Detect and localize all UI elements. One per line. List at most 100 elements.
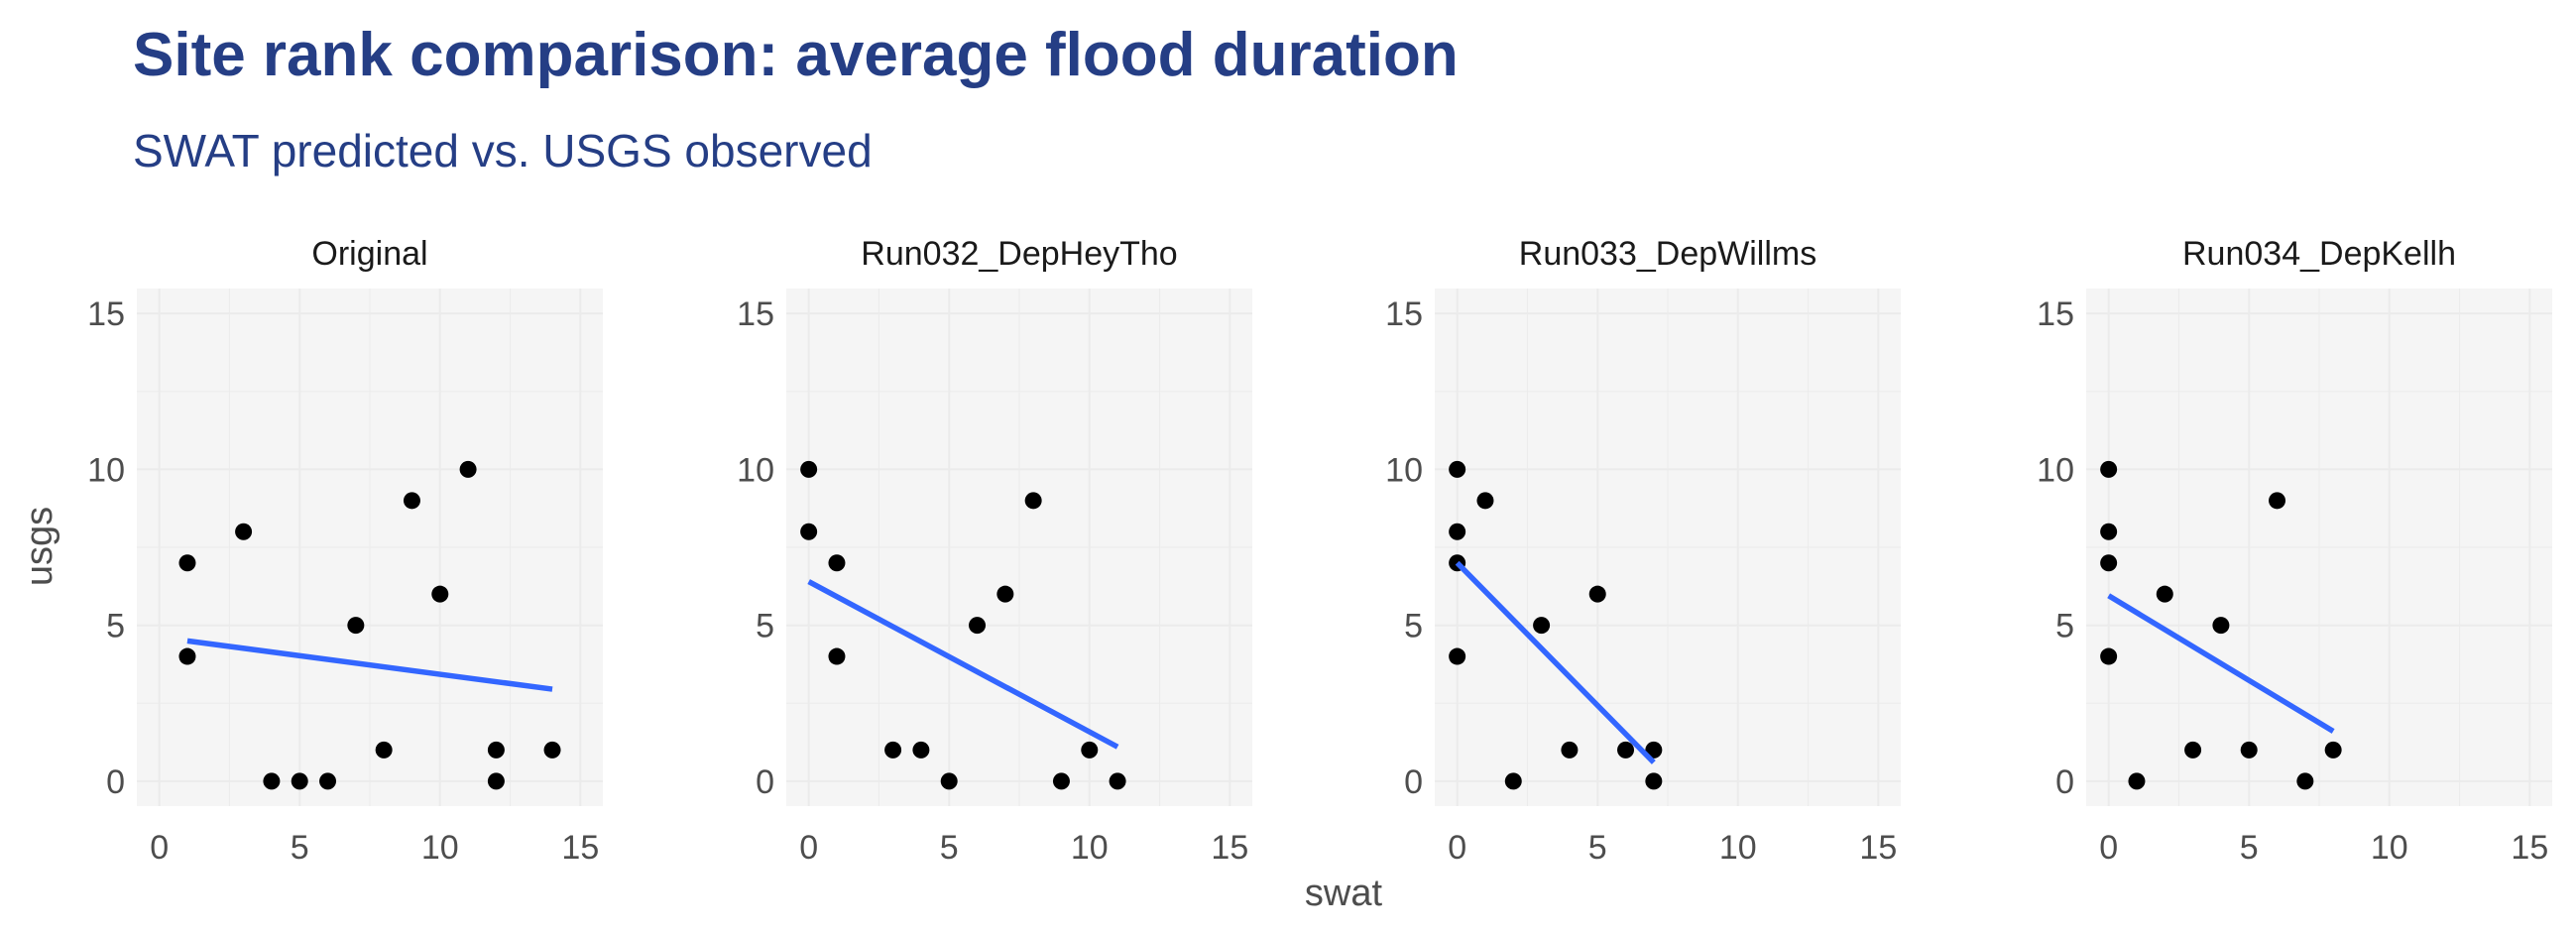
data-point <box>1561 741 1579 759</box>
data-point <box>1449 460 1466 478</box>
y-tick-label: 0 <box>106 763 125 801</box>
chart-title: Site rank comparison: average flood dura… <box>133 21 1459 89</box>
data-point <box>235 523 253 540</box>
y-tick-label: 5 <box>1404 608 1423 645</box>
y-tick-label: 5 <box>2055 608 2074 645</box>
data-point <box>2100 523 2118 540</box>
y-tick-label: 10 <box>1385 451 1423 489</box>
data-point <box>940 772 958 790</box>
data-point <box>1617 741 1635 759</box>
x-axis-title: swat <box>1305 873 1383 914</box>
x-tick-label: 15 <box>1859 829 1897 867</box>
data-point <box>1052 772 1070 790</box>
x-tick-label: 5 <box>1588 829 1607 867</box>
facet-panel: Run033_DepWillms 0 5 10 15 0 5 10 15 <box>1385 235 1901 867</box>
facet-strip-label: Run032_DepHeyTho <box>861 235 1177 273</box>
facet-strip-label: Run034_DepKellh <box>2182 235 2456 273</box>
x-tick-label: 5 <box>940 829 959 867</box>
x-tick-label: 10 <box>1071 829 1109 867</box>
data-point <box>1588 585 1606 603</box>
y-tick-label: 15 <box>2037 295 2074 333</box>
data-point <box>487 772 505 790</box>
data-point <box>2296 772 2314 790</box>
facet-panel: Run034_DepKellh 0 5 10 15 0 5 10 15 <box>2037 235 2552 867</box>
data-point <box>884 741 902 759</box>
y-axis-title: usgs <box>19 507 60 586</box>
x-tick-label: 5 <box>2240 829 2259 867</box>
y-tick-label: 0 <box>756 763 774 801</box>
data-point <box>459 460 477 478</box>
x-tick-label: 0 <box>1448 829 1466 867</box>
data-point <box>178 647 196 665</box>
x-tick-label: 10 <box>1719 829 1757 867</box>
y-tick-label: 5 <box>106 608 125 645</box>
regression-line <box>807 579 1119 750</box>
x-tick-label: 0 <box>799 829 818 867</box>
data-point <box>828 554 846 572</box>
data-point <box>1645 772 1663 790</box>
y-tick-label: 10 <box>87 451 125 489</box>
data-point <box>2156 585 2173 603</box>
data-point <box>1024 492 1042 510</box>
y-tick-label: 15 <box>87 295 125 333</box>
x-tick-label: 15 <box>561 829 599 867</box>
data-point <box>2324 741 2342 759</box>
data-point <box>403 492 420 510</box>
data-point <box>1449 523 1466 540</box>
x-tick-label: 0 <box>2099 829 2118 867</box>
x-tick-label: 10 <box>2371 829 2408 867</box>
y-tick-label: 15 <box>1385 295 1423 333</box>
data-point <box>800 460 818 478</box>
data-point <box>2212 617 2230 635</box>
chart-subtitle: SWAT predicted vs. USGS observed <box>133 125 873 176</box>
data-point <box>2100 554 2118 572</box>
data-point <box>347 617 365 635</box>
data-point <box>1504 772 1522 790</box>
x-tick-label: 10 <box>421 829 459 867</box>
data-point <box>319 772 337 790</box>
facet-strip-label: Original <box>311 235 427 273</box>
data-point <box>1533 617 1551 635</box>
data-point <box>969 617 987 635</box>
data-point <box>2100 647 2118 665</box>
regression-line <box>1455 560 1656 764</box>
data-point <box>543 741 561 759</box>
facet-panel: Original 0 5 10 15 0 5 10 15 <box>87 235 603 867</box>
data-point <box>1081 741 1099 759</box>
data-point <box>1476 492 1494 510</box>
data-point <box>2184 741 2202 759</box>
data-point <box>487 741 505 759</box>
data-point <box>431 585 449 603</box>
data-point <box>1645 741 1663 759</box>
data-point <box>800 523 818 540</box>
y-tick-label: 0 <box>1404 763 1423 801</box>
regression-line <box>186 638 553 692</box>
facet-panels: Original 0 5 10 15 0 5 10 15 Run032_DepHeyTho 0 5 10… <box>87 235 2552 867</box>
y-tick-label: 10 <box>2037 451 2074 489</box>
data-point <box>912 741 930 759</box>
data-point <box>263 772 281 790</box>
y-tick-label: 5 <box>756 608 774 645</box>
data-point <box>996 585 1014 603</box>
data-point <box>828 647 846 665</box>
x-tick-label: 15 <box>2511 829 2548 867</box>
facet-panel: Run032_DepHeyTho 0 5 10 15 0 5 10 15 <box>737 235 1252 867</box>
data-point <box>1109 772 1126 790</box>
data-point <box>2240 741 2258 759</box>
data-point <box>2100 460 2118 478</box>
data-point <box>1449 647 1466 665</box>
facet-strip-label: Run033_DepWillms <box>1519 235 1816 273</box>
data-point <box>2269 492 2286 510</box>
data-point <box>375 741 393 759</box>
data-point <box>178 554 196 572</box>
y-tick-label: 15 <box>737 295 774 333</box>
x-tick-label: 15 <box>1211 829 1248 867</box>
x-tick-label: 0 <box>150 829 169 867</box>
data-point <box>291 772 308 790</box>
y-tick-label: 0 <box>2055 763 2074 801</box>
data-point <box>2128 772 2146 790</box>
regression-line <box>2107 593 2335 734</box>
y-tick-label: 10 <box>737 451 774 489</box>
